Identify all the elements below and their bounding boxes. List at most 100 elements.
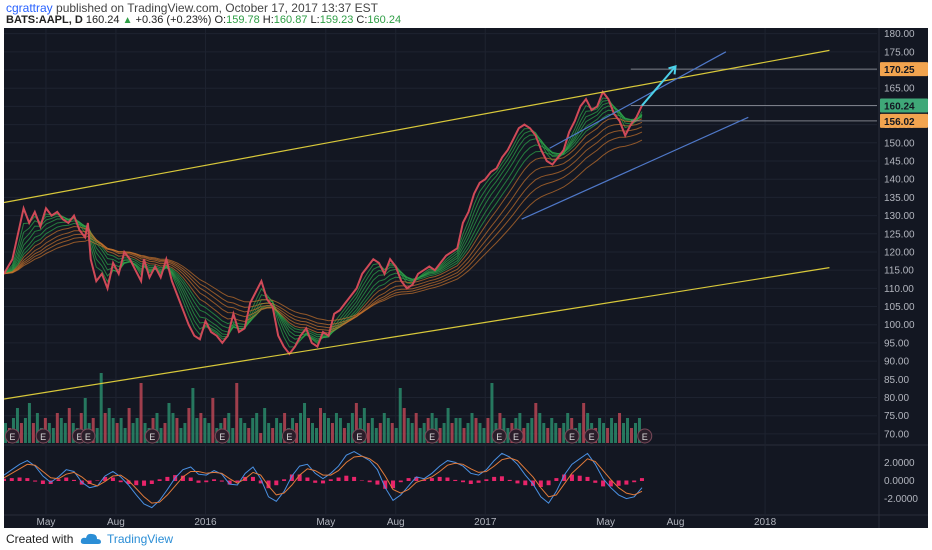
histogram-bar bbox=[445, 477, 450, 481]
histogram-bar bbox=[297, 474, 302, 481]
volume-bar bbox=[386, 418, 390, 443]
volume-bar bbox=[299, 413, 303, 443]
histogram-bar bbox=[33, 480, 38, 482]
volume-bar bbox=[19, 423, 23, 443]
volume-bar bbox=[414, 413, 418, 443]
projection-arrowhead bbox=[668, 65, 677, 75]
volume-bar bbox=[27, 403, 31, 443]
blue-trendline bbox=[549, 51, 727, 149]
time-tick-label: 2018 bbox=[754, 517, 777, 528]
earnings-marker-label: E bbox=[219, 432, 225, 442]
footer: Created with TradingView bbox=[0, 528, 932, 550]
histogram-bar bbox=[274, 480, 279, 486]
volume-bar bbox=[322, 413, 326, 443]
low-label: L: bbox=[310, 14, 320, 26]
price-tick-label: 70.00 bbox=[884, 429, 909, 440]
price-change: +0.36 (+0.23%) bbox=[135, 14, 212, 26]
volume-bar bbox=[67, 408, 71, 443]
ema-line bbox=[3, 113, 643, 336]
histogram-bar bbox=[110, 477, 115, 481]
tradingview-brand[interactable]: TradingView bbox=[107, 532, 174, 546]
price-tag-label: 170.25 bbox=[884, 65, 915, 76]
volume-bar bbox=[303, 403, 307, 443]
volume-bar bbox=[195, 418, 199, 443]
volume-bar bbox=[562, 423, 566, 443]
price-axis[interactable]: 180.00175.00170.00165.00160.00155.00150.… bbox=[878, 28, 928, 528]
volume-bar bbox=[179, 428, 183, 443]
volume-bar bbox=[422, 423, 426, 443]
histogram-bar bbox=[118, 480, 123, 483]
time-tick-label: Aug bbox=[107, 517, 125, 528]
histogram-bar bbox=[391, 480, 396, 489]
volume-bar bbox=[199, 413, 203, 443]
histogram-bar bbox=[219, 480, 224, 482]
author-link[interactable]: cgrattray bbox=[6, 1, 53, 15]
earnings-marker-label: E bbox=[9, 432, 15, 442]
volume-bar bbox=[546, 428, 550, 443]
volume-bar bbox=[175, 418, 179, 443]
histogram-bar bbox=[180, 475, 185, 481]
last-price: 160.24 bbox=[85, 14, 120, 26]
ema-line bbox=[3, 131, 643, 326]
price-tick-label: 105.00 bbox=[884, 302, 915, 313]
created-with-text: Created with bbox=[6, 532, 74, 546]
volume-bar bbox=[59, 418, 63, 443]
histogram-bar bbox=[554, 478, 559, 481]
volume-bar bbox=[159, 428, 163, 443]
volume-bar bbox=[554, 423, 558, 443]
histogram-bar bbox=[367, 480, 372, 483]
close-value: 160.24 bbox=[367, 14, 402, 26]
volume-bar bbox=[626, 418, 629, 443]
volume-bar bbox=[614, 423, 618, 443]
volume-bar bbox=[454, 418, 458, 443]
volume-bar bbox=[354, 403, 358, 443]
volume-bar bbox=[326, 418, 330, 443]
volume-bar bbox=[143, 423, 147, 443]
volume-bar bbox=[23, 418, 27, 443]
volume-bar bbox=[119, 418, 123, 443]
histogram-bar bbox=[344, 475, 349, 481]
volume-bar bbox=[466, 423, 470, 443]
time-axis[interactable]: May Aug 2016 May Aug 2017 May Aug 2018 bbox=[37, 517, 777, 528]
symbol-name[interactable]: BATS:AAPL, D bbox=[6, 14, 83, 26]
volume-bar bbox=[99, 373, 103, 443]
histogram-bar bbox=[507, 479, 512, 481]
signal-line bbox=[3, 455, 643, 504]
volume-bar bbox=[498, 413, 502, 443]
volume-bar bbox=[582, 403, 586, 443]
oscillator-pane bbox=[2, 451, 644, 509]
volume-bar bbox=[362, 408, 366, 443]
histogram-bar bbox=[562, 474, 567, 481]
volume-bar bbox=[83, 398, 87, 443]
volume-bar bbox=[107, 408, 111, 443]
chart-header: cgrattray published on TradingView.com, … bbox=[0, 0, 932, 28]
histogram-bar bbox=[608, 480, 613, 487]
volume-bar bbox=[378, 423, 382, 443]
volume-bar bbox=[111, 418, 115, 443]
volume-bar bbox=[474, 418, 478, 443]
volume-bar bbox=[295, 423, 299, 443]
volume-bar bbox=[187, 408, 191, 443]
ema-line bbox=[3, 109, 643, 338]
histogram-bar bbox=[453, 479, 458, 481]
volume-bar bbox=[334, 413, 338, 443]
histogram-bar bbox=[492, 476, 497, 481]
histogram-bar bbox=[64, 477, 69, 481]
volume-bar bbox=[123, 428, 127, 443]
earnings-marker-label: E bbox=[513, 432, 519, 442]
histogram-bar bbox=[461, 480, 466, 483]
volume-bar bbox=[183, 423, 187, 443]
earnings-marker bbox=[564, 428, 580, 444]
price-line bbox=[3, 89, 643, 356]
volume-bar bbox=[442, 423, 446, 443]
trendlines[interactable] bbox=[3, 49, 877, 400]
histogram-bar bbox=[569, 474, 574, 481]
volume-bar bbox=[402, 408, 406, 443]
volume-bar bbox=[279, 423, 283, 443]
earnings-marker bbox=[35, 428, 51, 444]
histogram-bar bbox=[266, 480, 271, 489]
histogram-bar bbox=[593, 480, 598, 483]
